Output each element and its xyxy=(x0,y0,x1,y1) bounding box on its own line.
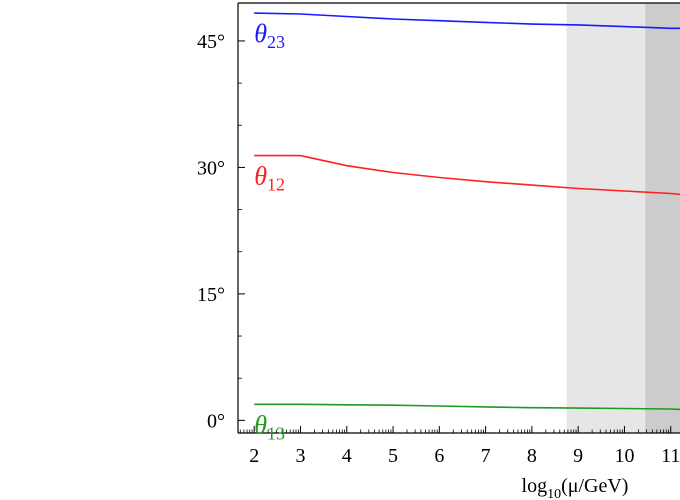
x-axis-label-subscript: 10 xyxy=(547,487,561,500)
series-label-subscript: 12 xyxy=(267,175,285,195)
x-tick-label: 9 xyxy=(573,445,583,467)
shaded-region-1 xyxy=(566,3,646,433)
series-label-symbol: θ xyxy=(254,162,267,191)
series-label-symbol: θ xyxy=(254,410,267,439)
series-label-subscript: 13 xyxy=(267,423,285,443)
x-tick-label: 6 xyxy=(434,445,444,467)
series-line-23 xyxy=(254,12,680,30)
series-label-subscript: 23 xyxy=(267,32,285,52)
series-label-12: θ12 xyxy=(254,162,285,195)
x-tick-label: 2 xyxy=(249,445,259,467)
series-label-23: θ23 xyxy=(254,19,285,52)
shaded-regions xyxy=(566,3,680,433)
y-tick-label: 30° xyxy=(197,157,225,179)
x-tick-label: 10 xyxy=(614,445,634,467)
x-tick-label: 8 xyxy=(527,445,537,467)
y-tick-label: 0° xyxy=(207,410,225,432)
x-tick-label: 7 xyxy=(481,445,491,467)
x-tick-label: 3 xyxy=(295,445,305,467)
x-tick-label: 4 xyxy=(342,445,352,467)
series-label-13: θ13 xyxy=(254,410,285,443)
series-line-13 xyxy=(254,403,680,411)
x-axis-label: log10(μ/GeV) xyxy=(522,475,629,500)
y-tick-label: 45° xyxy=(197,31,225,53)
x-tick-label: 11 xyxy=(661,445,680,467)
series-lines xyxy=(254,12,680,411)
shaded-region-2 xyxy=(645,3,680,433)
series-line-12 xyxy=(254,154,680,196)
x-tick-label: 5 xyxy=(388,445,398,467)
x-axis-label-main: log xyxy=(522,475,548,497)
x-axis-label-rest: (μ/GeV) xyxy=(561,475,628,497)
y-tick-label: 15° xyxy=(197,284,225,306)
series-label-symbol: θ xyxy=(254,19,267,48)
ticks: 2 3 4 5 6 7 8 9 10 110°15°30°45° xyxy=(197,31,680,467)
